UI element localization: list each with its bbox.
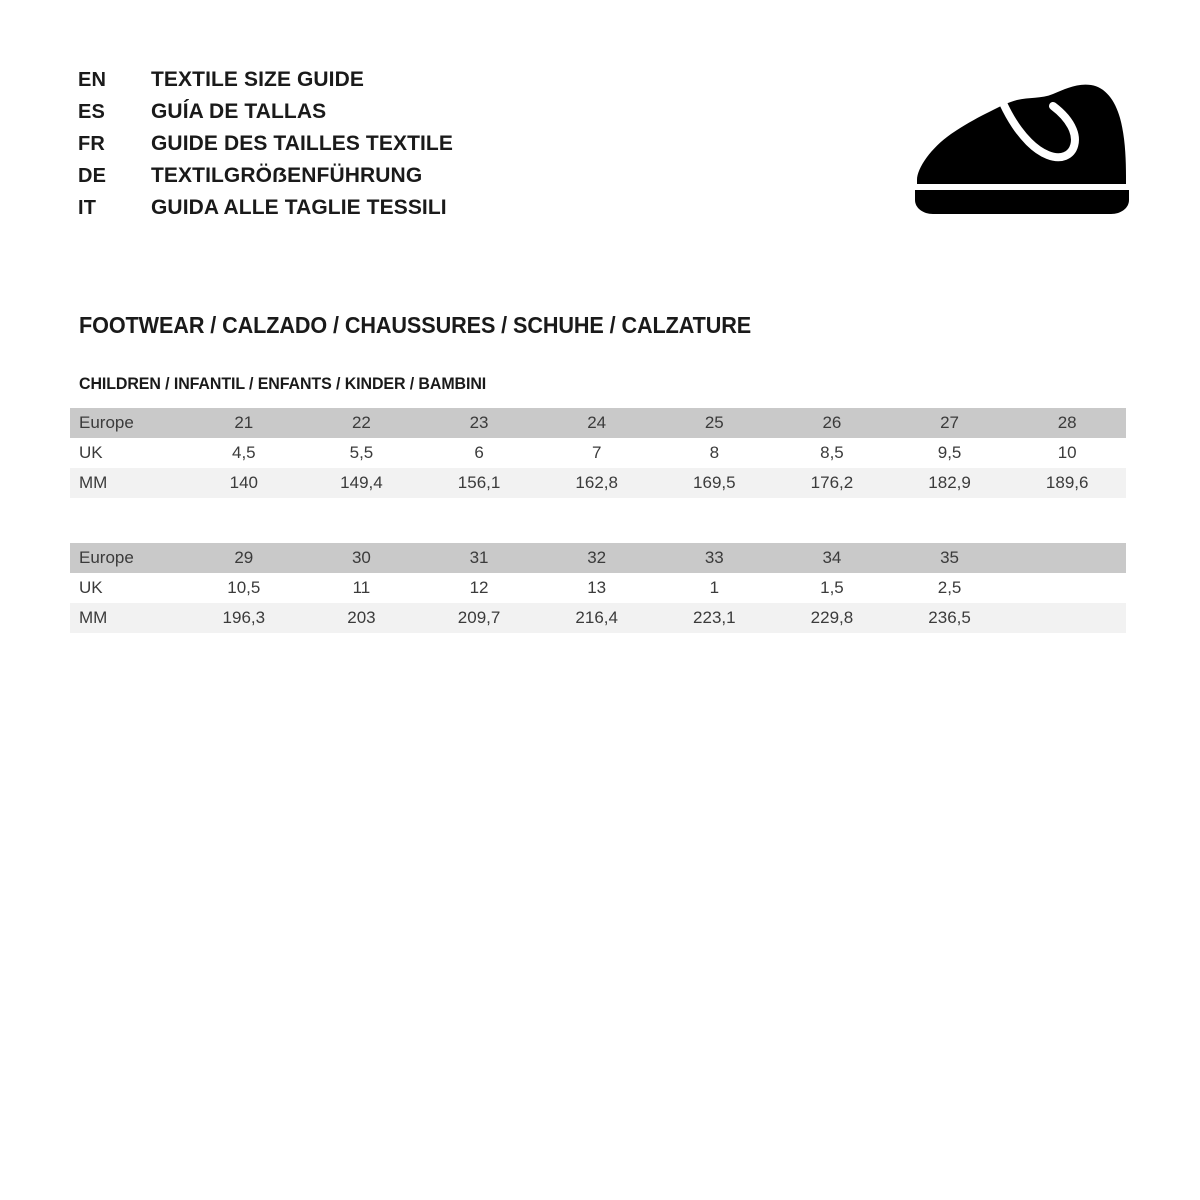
table-cell: 26	[773, 408, 891, 438]
table-row: Europe 21 22 23 24 25 26 27 28	[70, 408, 1126, 438]
table-cell: 229,8	[773, 603, 891, 633]
language-row: EN TEXTILE SIZE GUIDE	[78, 68, 698, 100]
table-cell: 31	[420, 543, 538, 573]
table-cell: 156,1	[420, 468, 538, 498]
table-cell: 10,5	[185, 573, 303, 603]
size-table-children-2: Europe 29 30 31 32 33 34 35 UK 10,5 11 1…	[70, 543, 1126, 633]
language-code-fr: FR	[78, 133, 106, 155]
table-cell: 12	[420, 573, 538, 603]
table-cell: 10	[1008, 438, 1126, 468]
language-title-it: GUIDA ALLE TAGLIE TESSILI	[151, 196, 447, 219]
table-cell: 33	[655, 543, 774, 573]
table-row: MM 196,3 203 209,7 216,4 223,1 229,8 236…	[70, 603, 1126, 633]
table-cell-empty	[1008, 603, 1126, 633]
row-label-mm: MM	[70, 468, 185, 498]
table-cell: 209,7	[420, 603, 538, 633]
table-cell: 140	[185, 468, 303, 498]
language-row: ES GUÍA DE TALLAS	[78, 100, 698, 132]
table-cell: 32	[537, 543, 656, 573]
table-cell-empty	[1008, 543, 1126, 573]
language-row: DE TEXTILGRÖẞENFÜHRUNG	[78, 164, 698, 196]
shoe-icon	[905, 72, 1140, 217]
table-cell: 11	[302, 573, 421, 603]
language-title-es: GUÍA DE TALLAS	[151, 100, 327, 123]
table-cell: 203	[302, 603, 421, 633]
table-cell: 6	[420, 438, 538, 468]
shoe-welt-stripe	[913, 184, 1129, 190]
table-cell-empty	[1008, 573, 1126, 603]
table-cell: 189,6	[1008, 468, 1126, 498]
language-title-de: TEXTILGRÖẞENFÜHRUNG	[151, 164, 423, 187]
table-cell: 162,8	[537, 468, 656, 498]
table-cell: 182,9	[890, 468, 1009, 498]
table-cell: 196,3	[185, 603, 303, 633]
table-cell: 8	[655, 438, 774, 468]
row-label-mm: MM	[70, 603, 185, 633]
table-row: UK 4,5 5,5 6 7 8 8,5 9,5 10	[70, 438, 1126, 468]
table-row: MM 140 149,4 156,1 162,8 169,5 176,2 182…	[70, 468, 1126, 498]
table-cell: 13	[537, 573, 656, 603]
table-cell: 29	[185, 543, 303, 573]
language-row: FR GUIDE DES TAILLES TEXTILE	[78, 132, 698, 164]
table-cell: 149,4	[302, 468, 421, 498]
table-row: Europe 29 30 31 32 33 34 35	[70, 543, 1126, 573]
table-cell: 1,5	[773, 573, 891, 603]
table-cell: 4,5	[185, 438, 303, 468]
row-label-uk: UK	[70, 573, 185, 603]
table-cell: 7	[537, 438, 656, 468]
table-cell: 2,5	[890, 573, 1009, 603]
row-label-uk: UK	[70, 438, 185, 468]
language-title-fr: GUIDE DES TAILLES TEXTILE	[151, 132, 453, 155]
table-cell: 34	[773, 543, 891, 573]
table-cell: 8,5	[773, 438, 891, 468]
table-cell: 28	[1008, 408, 1126, 438]
row-label-europe: Europe	[70, 408, 185, 438]
table-cell: 21	[185, 408, 303, 438]
table-cell: 176,2	[773, 468, 891, 498]
table-cell: 27	[890, 408, 1009, 438]
table-cell: 169,5	[655, 468, 774, 498]
table-cell: 5,5	[302, 438, 421, 468]
language-title-en: TEXTILE SIZE GUIDE	[151, 68, 364, 91]
table-cell: 216,4	[537, 603, 656, 633]
table-cell: 22	[302, 408, 421, 438]
shoe-collar-line	[999, 99, 1079, 162]
language-code-de: DE	[78, 165, 107, 187]
language-code-en: EN	[78, 69, 107, 91]
table-cell: 35	[890, 543, 1009, 573]
table-cell: 25	[655, 408, 774, 438]
table-cell: 23	[420, 408, 538, 438]
table-cell: 9,5	[890, 438, 1009, 468]
language-row: IT GUIDA ALLE TAGLIE TESSILI	[78, 196, 698, 228]
language-title-list: EN TEXTILE SIZE GUIDE ES GUÍA DE TALLAS …	[78, 68, 698, 228]
table-cell: 223,1	[655, 603, 774, 633]
table-cell: 24	[537, 408, 656, 438]
size-table-children-1: Europe 21 22 23 24 25 26 27 28 UK 4,5 5,…	[70, 408, 1126, 498]
table-cell: 30	[302, 543, 421, 573]
row-label-europe: Europe	[70, 543, 185, 573]
table-cell: 1	[655, 573, 774, 603]
table-cell: 236,5	[890, 603, 1009, 633]
footwear-section-title: FOOTWEAR / CALZADO / CHAUSSURES / SCHUHE…	[79, 312, 752, 338]
shoe-sole	[915, 190, 1129, 214]
children-section-title: CHILDREN / INFANTIL / ENFANTS / KINDER /…	[79, 374, 487, 393]
table-row: UK 10,5 11 12 13 1 1,5 2,5	[70, 573, 1126, 603]
language-code-es: ES	[78, 101, 106, 123]
language-code-it: IT	[78, 197, 97, 219]
